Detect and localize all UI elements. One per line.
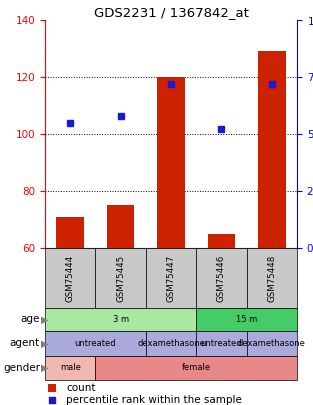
- Text: dexamethasone: dexamethasone: [137, 339, 205, 348]
- Text: male: male: [60, 364, 81, 373]
- Text: count: count: [66, 384, 96, 393]
- Text: GSM75445: GSM75445: [116, 254, 125, 302]
- Bar: [196, 248, 247, 308]
- Bar: [258, 51, 286, 248]
- Bar: [247, 331, 297, 356]
- Text: untreated: untreated: [201, 339, 242, 348]
- Text: GSM75448: GSM75448: [267, 254, 276, 302]
- Text: gender: gender: [3, 363, 40, 373]
- Bar: [95, 248, 146, 308]
- Bar: [247, 248, 297, 308]
- Text: dexamethasone: dexamethasone: [238, 339, 306, 348]
- Text: 3 m: 3 m: [113, 315, 129, 324]
- Bar: [56, 217, 84, 248]
- Text: ▶: ▶: [41, 339, 49, 348]
- Bar: [107, 205, 135, 248]
- Bar: [45, 308, 196, 331]
- Text: untreated: untreated: [74, 339, 116, 348]
- Text: 15 m: 15 m: [236, 315, 257, 324]
- Text: age: age: [21, 315, 40, 324]
- Text: ▶: ▶: [41, 363, 49, 373]
- Text: GSM75446: GSM75446: [217, 254, 226, 302]
- Bar: [157, 77, 185, 248]
- Bar: [48, 384, 56, 392]
- Text: female: female: [182, 364, 211, 373]
- Bar: [196, 308, 297, 331]
- Text: percentile rank within the sample: percentile rank within the sample: [66, 395, 242, 405]
- Text: GSM75444: GSM75444: [66, 254, 75, 302]
- Bar: [146, 248, 196, 308]
- Bar: [196, 331, 247, 356]
- Bar: [45, 331, 146, 356]
- Bar: [45, 248, 95, 308]
- Title: GDS2231 / 1367842_at: GDS2231 / 1367842_at: [94, 6, 249, 19]
- Bar: [146, 331, 196, 356]
- Text: agent: agent: [10, 339, 40, 348]
- Text: ▶: ▶: [41, 315, 49, 324]
- Text: GSM75447: GSM75447: [167, 254, 176, 302]
- Bar: [208, 234, 235, 248]
- Bar: [45, 356, 95, 380]
- Bar: [95, 356, 297, 380]
